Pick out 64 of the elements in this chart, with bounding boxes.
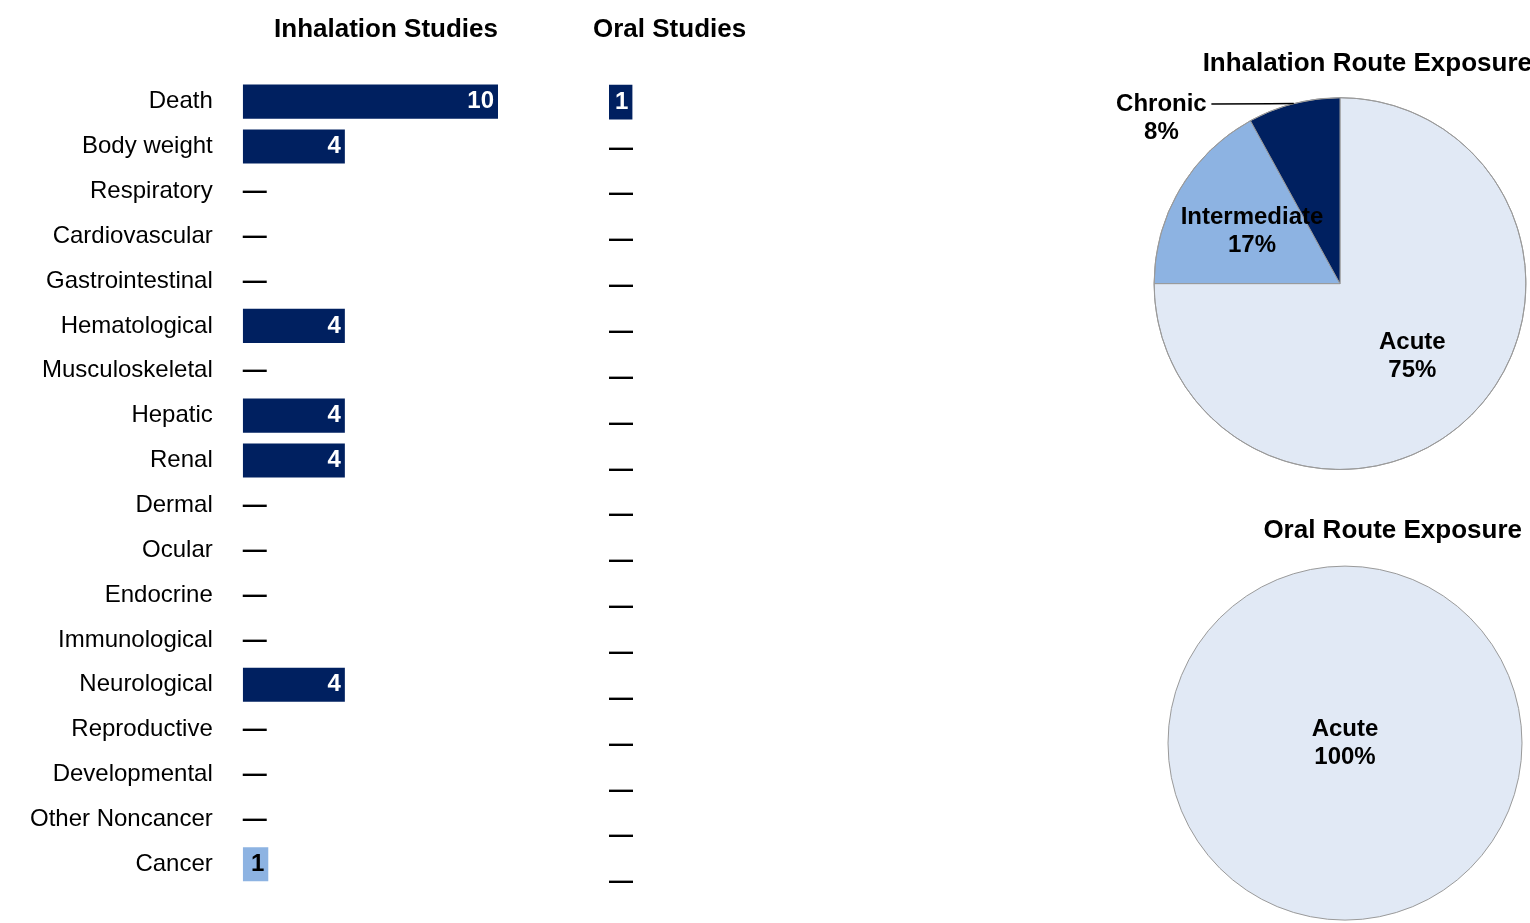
data-label: 4 <box>327 131 342 159</box>
data-label: 10 <box>467 86 494 114</box>
data-label: — <box>242 759 267 787</box>
y-tick-label: Dermal <box>135 489 213 517</box>
data-label: — <box>609 545 633 573</box>
data-label: — <box>609 270 633 298</box>
y-tick-label: Neurological <box>79 669 213 697</box>
y-tick-label: Other Noncancer <box>29 803 213 831</box>
data-label: 4 <box>327 310 342 338</box>
data-label: 4 <box>327 400 342 428</box>
y-tick-label: Gastrointestinal <box>46 265 213 293</box>
data-label: — <box>609 499 633 527</box>
data-label: — <box>609 453 633 481</box>
y-tick-label: Body weight <box>82 131 214 159</box>
data-label: — <box>242 579 267 607</box>
data-label: — <box>242 803 267 831</box>
y-tick-label: Respiratory <box>90 175 213 203</box>
data-label: — <box>609 682 633 710</box>
y-tick-label: Immunological <box>58 624 213 652</box>
data-label: — <box>609 866 633 894</box>
data-label: 17% <box>1227 230 1277 258</box>
data-label: — <box>609 774 633 802</box>
y-tick-label: Musculoskeletal <box>42 355 213 383</box>
y-tick-label: Hepatic <box>131 400 213 428</box>
data-label: 8% <box>1144 116 1179 144</box>
y-tick-label: Reproductive <box>71 714 213 742</box>
data-label: — <box>242 714 267 742</box>
data-label: — <box>609 178 633 206</box>
y-tick-label: Developmental <box>52 759 213 787</box>
y-tick-label: Renal <box>150 445 213 473</box>
data-label: 75% <box>1388 354 1437 382</box>
slice-label: Acute <box>1311 713 1379 741</box>
chart-title: Oral Route Exposure <box>1263 513 1522 544</box>
data-label: — <box>609 637 633 665</box>
data-label: — <box>242 534 267 562</box>
data-label: 100% <box>1314 741 1376 769</box>
data-label: — <box>242 355 267 383</box>
data-label: — <box>242 220 267 248</box>
data-label: — <box>609 361 633 389</box>
y-tick-label: Endocrine <box>104 579 213 607</box>
data-label: — <box>609 132 633 160</box>
data-label: — <box>242 624 267 652</box>
data-label: — <box>609 316 633 344</box>
chart-title: Oral Studies <box>593 12 747 43</box>
data-label: — <box>609 224 633 252</box>
data-label: 1 <box>615 86 629 114</box>
y-tick-label: Cardiovascular <box>52 220 213 248</box>
data-label: — <box>242 175 267 203</box>
y-tick-label: Ocular <box>142 534 213 562</box>
data-label: — <box>609 820 633 848</box>
data-label: 4 <box>327 445 342 473</box>
slice-label: Acute <box>1378 326 1446 354</box>
data-label: — <box>609 591 633 619</box>
y-tick-label: Death <box>148 86 213 114</box>
data-label: — <box>242 265 267 293</box>
data-label: — <box>609 407 633 435</box>
chart-title: Inhalation Studies <box>274 12 498 43</box>
slice-label: Chronic <box>1116 88 1207 116</box>
data-label: — <box>609 728 633 756</box>
y-tick-label: Hematological <box>60 310 213 338</box>
data-label: 4 <box>327 669 342 697</box>
data-label: — <box>242 489 267 517</box>
data-label: 1 <box>250 848 265 876</box>
y-tick-label: Cancer <box>135 848 213 876</box>
